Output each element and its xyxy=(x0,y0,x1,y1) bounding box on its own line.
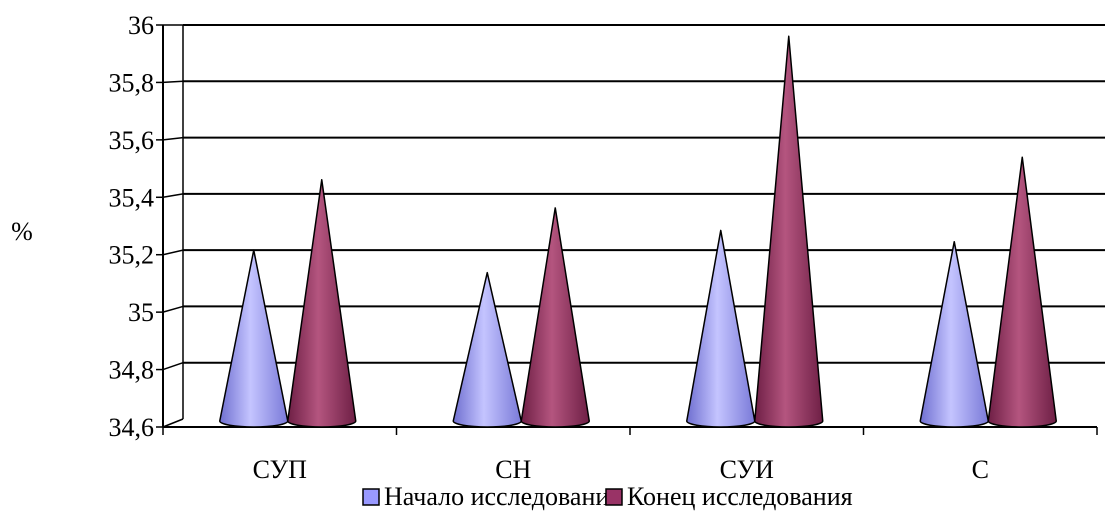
cone-1-1 xyxy=(520,207,590,428)
y-tick-label: 35,8 xyxy=(109,68,155,97)
legend-label: Конец исследования xyxy=(627,482,853,511)
depth-connector xyxy=(162,362,184,371)
y-tick-label: 35,2 xyxy=(109,241,155,270)
cone-body xyxy=(987,156,1057,428)
legend-item-0: Начало исследования xyxy=(362,482,621,511)
cones xyxy=(219,35,1057,428)
x-tick-label: СУИ xyxy=(720,455,774,484)
x-tick-label: СУП xyxy=(253,455,307,484)
depth-connector xyxy=(162,136,184,141)
depth-connector xyxy=(162,193,184,199)
depth-connector xyxy=(162,249,184,256)
legend-item-1: Конец исследования xyxy=(605,482,853,511)
y-tick-label: 35 xyxy=(128,298,154,327)
x-tick-label: С xyxy=(972,455,989,484)
legend-swatch xyxy=(605,488,623,506)
cone-body xyxy=(452,271,522,428)
depth-connector xyxy=(162,80,184,84)
depth-connector xyxy=(162,418,184,428)
cone-0-3 xyxy=(919,240,989,428)
cone-0-2 xyxy=(686,229,756,428)
legend-label: Начало исследования xyxy=(384,482,621,511)
cone-0-0 xyxy=(219,249,289,428)
cone-body xyxy=(219,249,289,428)
cone-body xyxy=(754,35,824,428)
y-tick-label: 35,4 xyxy=(109,183,155,212)
axis-labels: 34,6 34,8 35 35,2 35,4 35,6 35,8 36% СУП СН СУИ С xyxy=(11,11,989,484)
legend: Начало исследования Конец исследования xyxy=(362,482,853,511)
cone-body xyxy=(686,229,756,428)
y-axis-label: % xyxy=(11,217,33,246)
x-tick-label: СН xyxy=(495,455,531,484)
y-tick-label: 34,8 xyxy=(109,356,155,385)
cone-1-0 xyxy=(287,179,357,428)
legend-swatch xyxy=(362,488,380,506)
cone-1-2 xyxy=(754,35,824,428)
cone-1-3 xyxy=(987,156,1057,428)
cone-body xyxy=(520,207,590,428)
y-tick-label: 34,6 xyxy=(109,413,155,442)
cone-body xyxy=(287,179,357,428)
cone-body xyxy=(919,240,989,428)
y-tick-label: 36 xyxy=(128,11,154,40)
y-tick-label: 35,6 xyxy=(109,126,155,155)
depth-connector xyxy=(162,305,184,313)
cone-0-1 xyxy=(452,271,522,428)
